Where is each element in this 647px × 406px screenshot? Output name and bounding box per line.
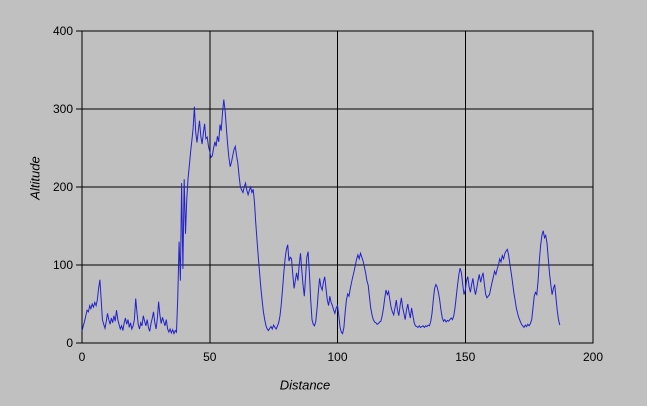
plot-frame <box>81 30 594 344</box>
y-tick-label: 200 <box>53 180 73 194</box>
y-tick-label: 100 <box>53 258 73 272</box>
x-tick-label: 150 <box>455 350 475 364</box>
x-tick-label: 0 <box>79 350 86 364</box>
y-tick-label: 0 <box>66 336 73 350</box>
x-tick-label: 200 <box>583 350 603 364</box>
x-axis-title: Distance <box>279 377 331 393</box>
x-tick-label: 100 <box>327 350 347 364</box>
y-tick-label: 300 <box>53 102 73 116</box>
altitude-series-line <box>81 99 561 336</box>
y-axis-title: Altitude <box>27 156 43 200</box>
y-tick-label: 400 <box>53 24 73 38</box>
x-tick-label: 50 <box>203 350 217 364</box>
